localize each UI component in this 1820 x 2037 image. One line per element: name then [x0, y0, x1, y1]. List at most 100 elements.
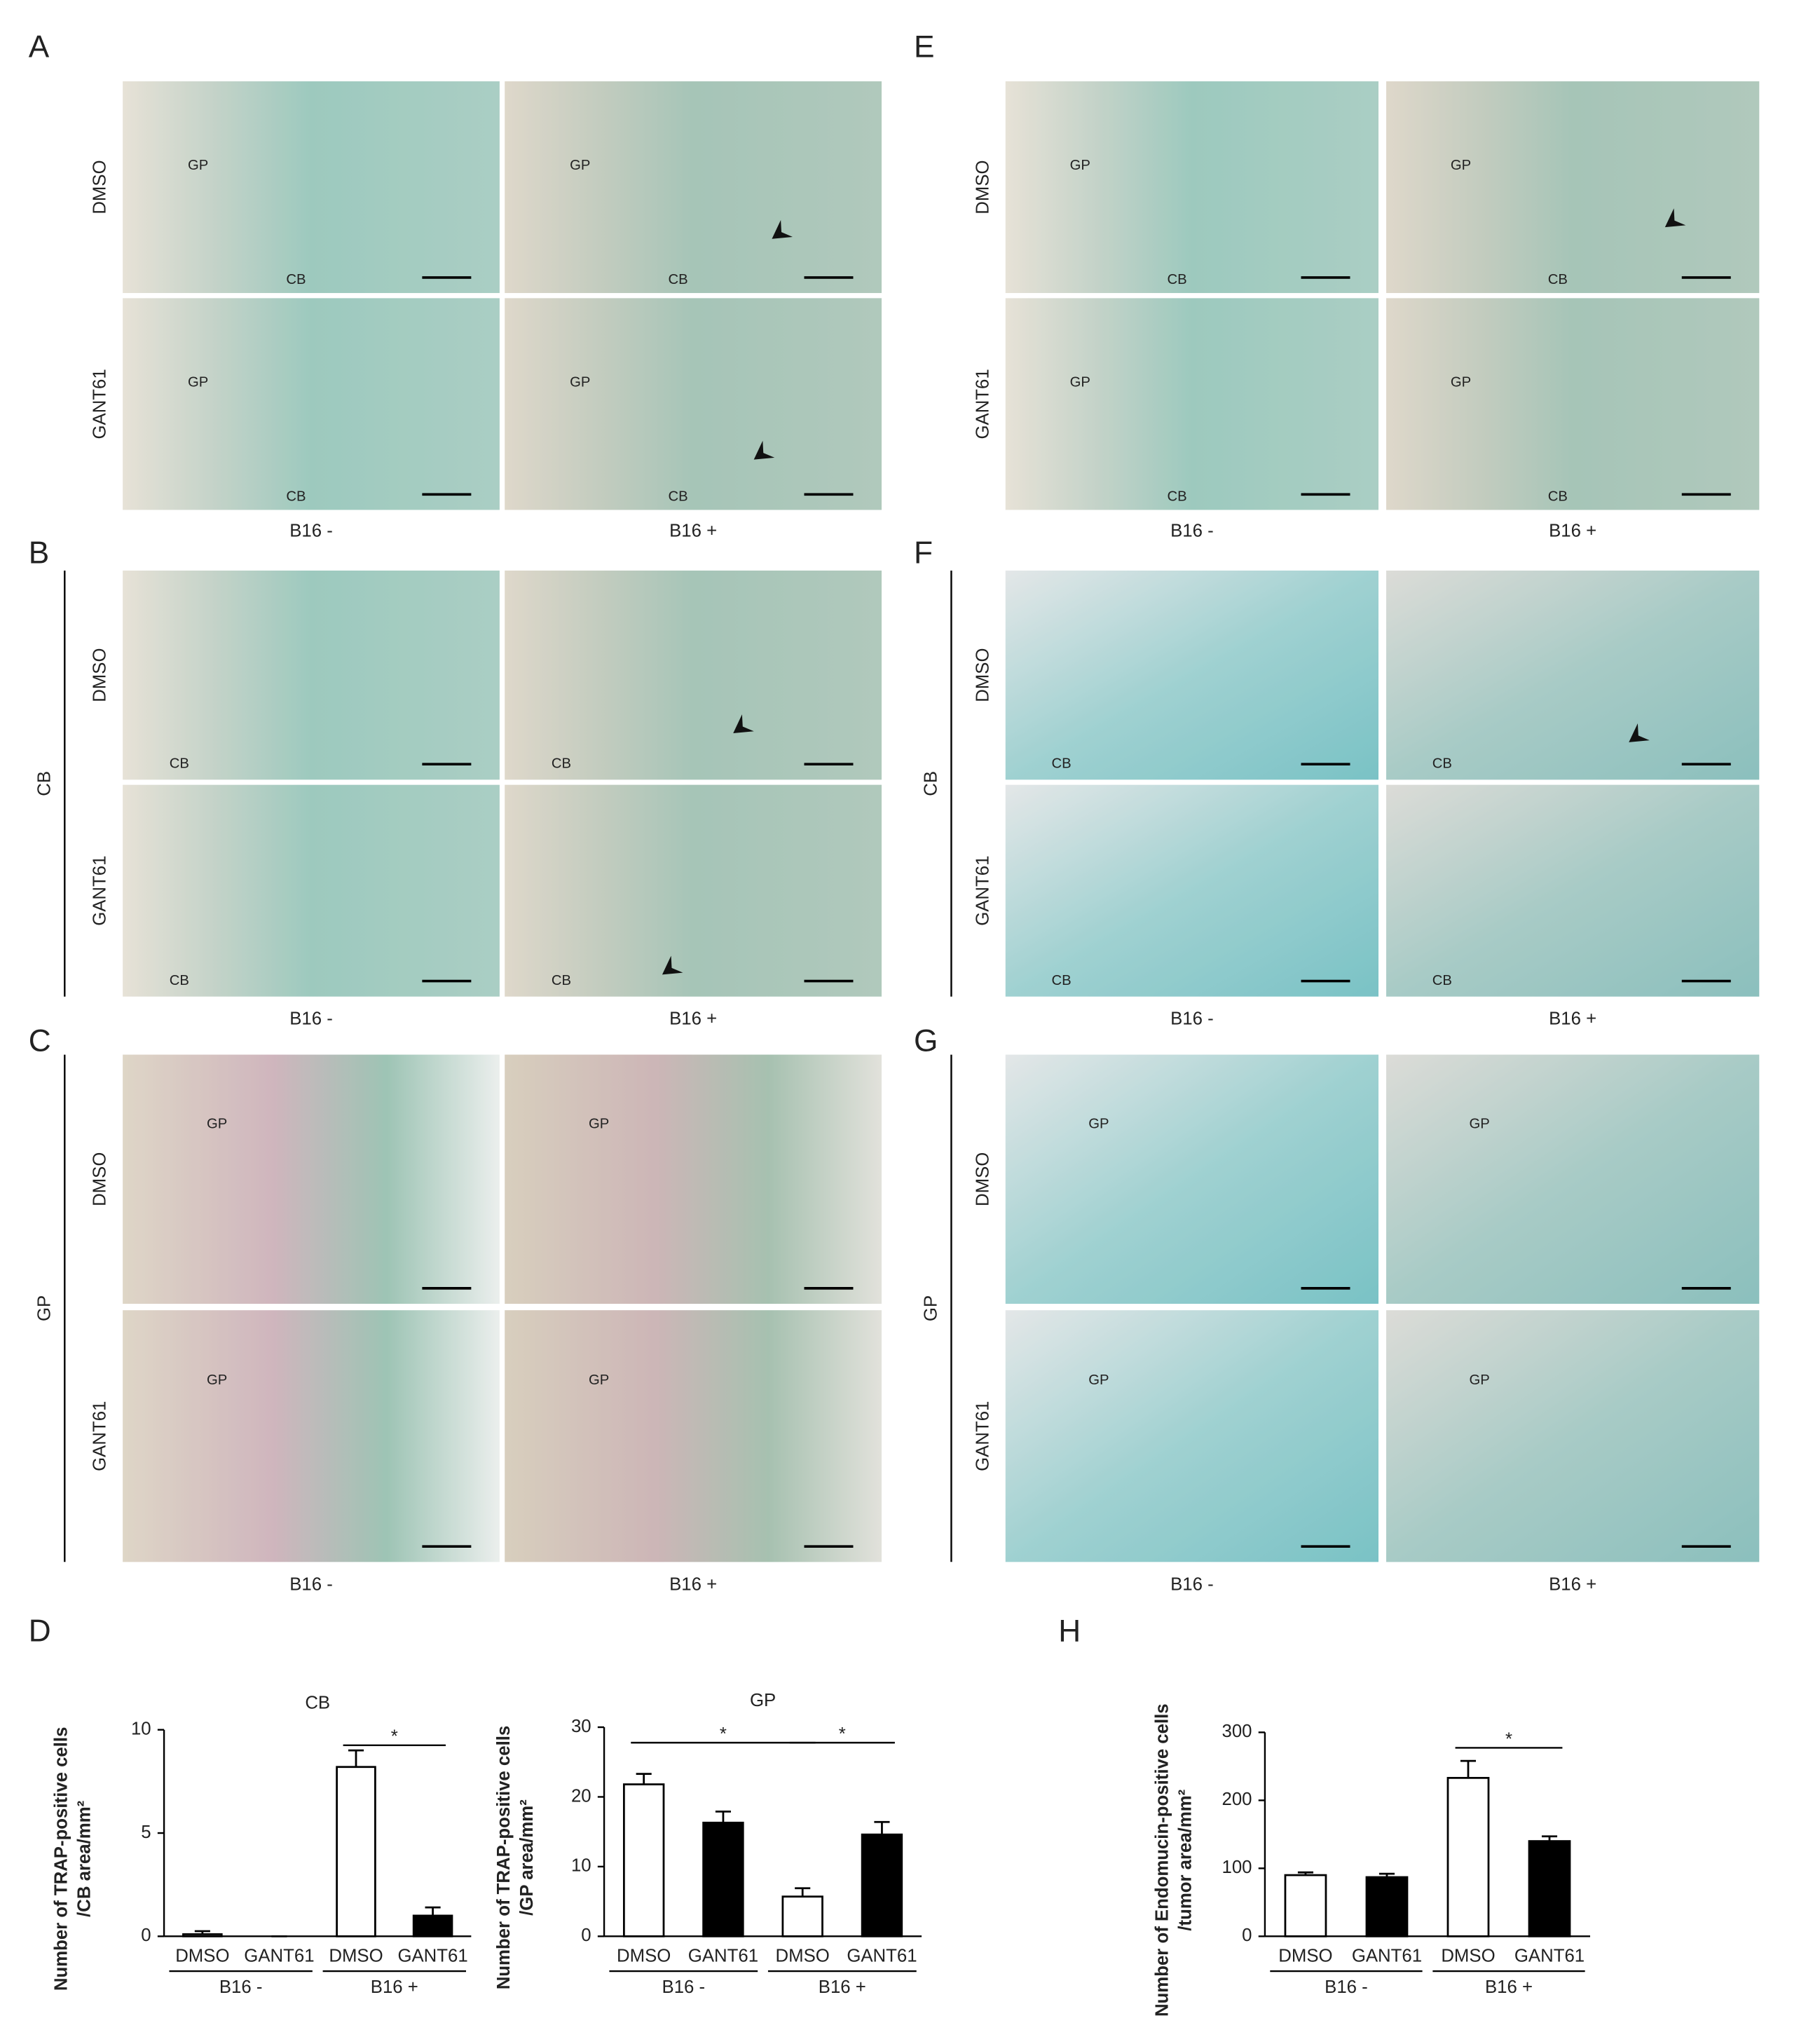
error-bar: [194, 1930, 210, 1935]
micrograph: [1386, 570, 1760, 780]
x-tick-label: GANT61: [688, 1947, 758, 1966]
micrograph-shade: [505, 1310, 882, 1562]
group-label: B16 -: [219, 1977, 263, 1997]
x-tick-label: DMSO: [617, 1947, 671, 1966]
arrowhead: [753, 440, 775, 460]
image-tag: GP: [1070, 158, 1090, 173]
bar: [412, 1914, 453, 1937]
image-tag: CB: [669, 489, 688, 504]
micrograph-shade: [1386, 1310, 1760, 1562]
panel-letter: E: [914, 30, 934, 64]
micrograph-shade: [505, 1054, 882, 1304]
y-tick-label: 10: [571, 1856, 591, 1876]
group-label: B16 -: [662, 1977, 706, 1997]
significance-label: *: [839, 1724, 846, 1744]
arrowhead: [662, 955, 683, 975]
y-tick-label: 0: [141, 1926, 151, 1945]
micrograph: [505, 298, 882, 510]
micrograph: [1005, 81, 1378, 294]
micrograph: [123, 81, 500, 294]
micrograph: [123, 570, 500, 780]
image-tag: GP: [1451, 158, 1471, 173]
micrograph-shade: [1386, 784, 1760, 997]
bar: [781, 1895, 823, 1937]
image-tag: CB: [286, 489, 306, 504]
y-tick-label: 10: [131, 1719, 151, 1739]
error-bar: [1541, 1835, 1558, 1841]
micrograph: [123, 784, 500, 997]
micrograph-shade: [123, 784, 500, 997]
col-label: B16 -: [1170, 1574, 1214, 1594]
y-tick-label: 30: [571, 1717, 591, 1736]
error-bar: [348, 1749, 364, 1767]
arrowhead: [733, 714, 754, 734]
col-label: B16 +: [1549, 1574, 1596, 1594]
col-label: B16 -: [1170, 1009, 1214, 1029]
image-tag: GP: [188, 375, 208, 390]
error-bar: [874, 1820, 890, 1835]
x-tick-label: DMSO: [1441, 1947, 1495, 1966]
row-label: GANT61: [90, 1401, 110, 1471]
significance-label: *: [391, 1727, 398, 1747]
y-tick-label: 0: [581, 1926, 591, 1945]
micrograph-shade: [123, 298, 500, 510]
row-label: GANT61: [973, 856, 992, 926]
y-axis-label: Number of Endomucin-positive cells: [1152, 1703, 1172, 2017]
image-tag: CB: [1548, 489, 1568, 504]
micrograph-shade: [1386, 570, 1760, 780]
bar: [1284, 1874, 1327, 1937]
x-tick-label: DMSO: [776, 1947, 830, 1966]
x-tick-label: DMSO: [329, 1947, 383, 1966]
image-tag: GP: [589, 1116, 609, 1131]
side-label: GP: [34, 1295, 54, 1321]
micrograph: [1005, 570, 1378, 780]
panel-letter: H: [1058, 1614, 1081, 1648]
x-tick-label: GANT61: [1352, 1947, 1422, 1966]
error-bar: [795, 1887, 811, 1897]
micrograph-shade: [1005, 784, 1378, 997]
image-tag: CB: [1168, 489, 1187, 504]
micrograph-shade: [123, 570, 500, 780]
micrograph-shade: [123, 1054, 500, 1304]
image-tag: GP: [589, 1372, 609, 1388]
bar: [1528, 1840, 1571, 1937]
image-tag: CB: [170, 756, 189, 772]
y-tick-label: 100: [1222, 1858, 1252, 1877]
row-label: DMSO: [973, 160, 992, 214]
micrograph-shade: [1005, 1054, 1378, 1304]
y-tick-label: 300: [1222, 1722, 1252, 1741]
row-label: GANT61: [90, 856, 110, 926]
bar: [182, 1933, 223, 1937]
y-axis-label: Number of TRAP-positive cells: [494, 1726, 514, 1990]
x-tick-label: GANT61: [244, 1947, 314, 1966]
image-tag: CB: [170, 973, 189, 988]
image-tag: CB: [552, 973, 571, 988]
micrograph: [505, 81, 882, 294]
group-label: B16 -: [1325, 1977, 1368, 1997]
micrograph-shade: [1005, 81, 1378, 294]
micrograph: [1386, 1054, 1760, 1304]
chart-title: GP: [750, 1691, 776, 1710]
row-label: GANT61: [973, 1401, 992, 1471]
image-tag: GP: [188, 158, 208, 173]
x-tick-label: GANT61: [1514, 1947, 1585, 1966]
col-label: B16 +: [669, 1009, 717, 1029]
micrograph: [1005, 1054, 1378, 1304]
image-tag: GP: [570, 158, 590, 173]
micrograph-shade: [505, 298, 882, 510]
image-tag: GP: [1088, 1372, 1109, 1388]
micrograph: [505, 784, 882, 997]
micrograph-shade: [1386, 81, 1760, 294]
error-bar: [715, 1810, 731, 1823]
image-tag: CB: [286, 272, 306, 287]
row-label: DMSO: [90, 648, 110, 702]
image-tag: GP: [1088, 1116, 1109, 1131]
col-label: B16 +: [669, 1574, 717, 1594]
micrograph-shade: [505, 81, 882, 294]
image-tag: CB: [1432, 973, 1452, 988]
micrograph-shade: [123, 1310, 500, 1562]
error-bar: [1378, 1872, 1395, 1877]
panel-letter: C: [29, 1024, 51, 1058]
side-label: CB: [922, 771, 941, 796]
